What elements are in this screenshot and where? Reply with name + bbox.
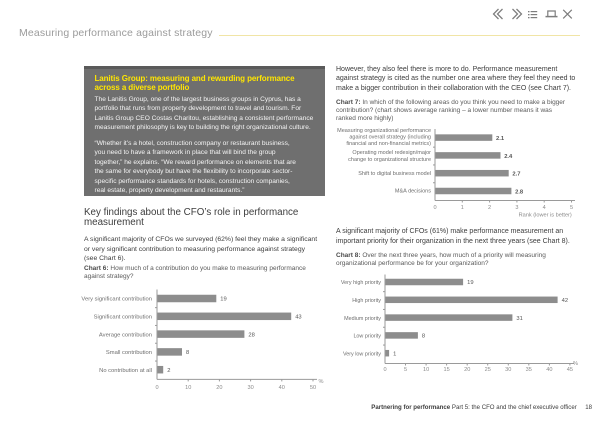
svg-text:42: 42	[562, 298, 568, 304]
svg-text:Measuring organizational perfo: Measuring organizational performance	[337, 128, 431, 134]
svg-text:0: 0	[383, 367, 386, 373]
svg-text:Low priority: Low priority	[353, 334, 381, 340]
svg-text:15: 15	[443, 367, 449, 373]
svg-text:Small contribution: Small contribution	[106, 350, 152, 356]
svg-text:3: 3	[515, 205, 518, 211]
svg-text:2: 2	[167, 368, 170, 374]
svg-text:M&A decisions: M&A decisions	[395, 189, 431, 195]
svg-text:10: 10	[423, 367, 429, 373]
svg-text:19: 19	[467, 280, 473, 286]
svg-text:4: 4	[543, 205, 546, 211]
svg-text:20: 20	[216, 385, 222, 391]
svg-text:1: 1	[393, 351, 396, 357]
svg-text:10: 10	[185, 385, 191, 391]
svg-text:25: 25	[485, 367, 491, 373]
svg-text:30: 30	[505, 367, 511, 373]
svg-text:40: 40	[279, 385, 285, 391]
svg-text:45: 45	[567, 367, 573, 373]
svg-text:8: 8	[422, 334, 425, 340]
svg-text:%: %	[573, 361, 578, 367]
svg-text:Very low priority: Very low priority	[343, 351, 381, 357]
svg-text:35: 35	[526, 367, 532, 373]
svg-text:31: 31	[516, 316, 522, 322]
svg-text:30: 30	[247, 385, 253, 391]
svg-text:2.4: 2.4	[504, 154, 513, 160]
svg-text:financial and non-financial me: financial and non-financial metrics)	[346, 141, 431, 147]
svg-text:8: 8	[186, 350, 189, 356]
svg-text:Very significant contribution: Very significant contribution	[81, 297, 152, 303]
svg-text:%: %	[319, 379, 324, 385]
svg-text:Very high priority: Very high priority	[341, 280, 381, 286]
svg-text:Shift to digital business mode: Shift to digital business model	[358, 171, 431, 177]
svg-text:19: 19	[220, 297, 226, 303]
svg-text:0: 0	[155, 385, 158, 391]
svg-text:change to organizational struc: change to organizational structure	[348, 157, 431, 163]
svg-text:2.8: 2.8	[515, 190, 524, 196]
svg-text:Rank (lower is better): Rank (lower is better)	[519, 213, 572, 219]
svg-text:2.7: 2.7	[512, 172, 520, 178]
svg-text:5: 5	[570, 205, 573, 211]
svg-text:2: 2	[488, 205, 491, 211]
svg-text:40: 40	[546, 367, 552, 373]
svg-text:43: 43	[295, 315, 301, 321]
svg-text:Significant contribution: Significant contribution	[94, 315, 152, 321]
svg-text:50: 50	[310, 385, 316, 391]
svg-text:0: 0	[433, 205, 436, 211]
svg-text:Operating model redesign/major: Operating model redesign/major	[352, 150, 431, 156]
svg-text:2.1: 2.1	[496, 136, 505, 142]
svg-text:No contribution at all: No contribution at all	[99, 368, 152, 374]
svg-text:1: 1	[461, 205, 464, 211]
svg-text:20: 20	[464, 367, 470, 373]
svg-text:5: 5	[404, 367, 407, 373]
svg-text:Medium priority: Medium priority	[344, 316, 381, 322]
svg-text:High priority: High priority	[352, 298, 381, 304]
svg-text:Average contribution: Average contribution	[99, 332, 152, 338]
svg-text:28: 28	[248, 332, 254, 338]
svg-text:against overall strategy (incl: against overall strategy (including	[349, 135, 431, 141]
